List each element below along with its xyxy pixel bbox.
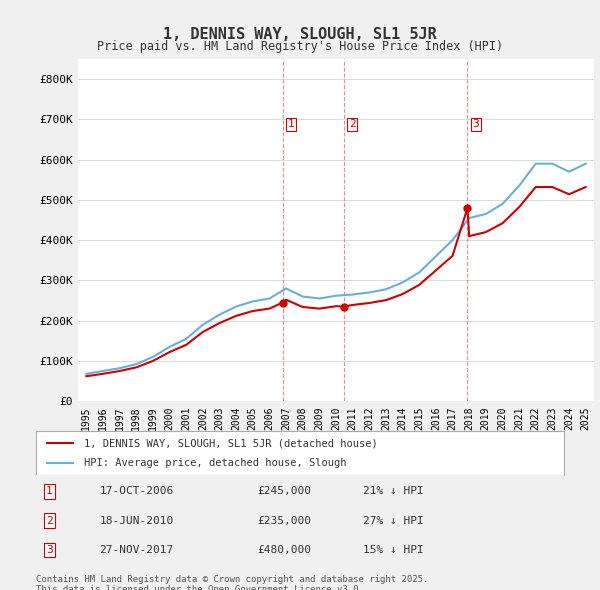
Text: 27% ↓ HPI: 27% ↓ HPI — [364, 516, 424, 526]
Text: 18-JUN-2010: 18-JUN-2010 — [100, 516, 173, 526]
Text: £235,000: £235,000 — [258, 516, 312, 526]
Text: 27-NOV-2017: 27-NOV-2017 — [100, 545, 173, 555]
Text: 2: 2 — [349, 119, 355, 129]
Text: 3: 3 — [472, 119, 479, 129]
Text: HPI: Average price, detached house, Slough: HPI: Average price, detached house, Slou… — [83, 458, 346, 467]
Text: 2: 2 — [46, 516, 53, 526]
Text: £480,000: £480,000 — [258, 545, 312, 555]
Text: 1, DENNIS WAY, SLOUGH, SL1 5JR (detached house): 1, DENNIS WAY, SLOUGH, SL1 5JR (detached… — [83, 438, 377, 448]
Text: 1, DENNIS WAY, SLOUGH, SL1 5JR: 1, DENNIS WAY, SLOUGH, SL1 5JR — [163, 27, 437, 41]
Text: Contains HM Land Registry data © Crown copyright and database right 2025.
This d: Contains HM Land Registry data © Crown c… — [36, 575, 428, 590]
Text: £245,000: £245,000 — [258, 486, 312, 496]
Text: 21% ↓ HPI: 21% ↓ HPI — [364, 486, 424, 496]
Text: 1: 1 — [46, 486, 53, 496]
Text: 15% ↓ HPI: 15% ↓ HPI — [364, 545, 424, 555]
Text: 1: 1 — [287, 119, 295, 129]
Text: 3: 3 — [46, 545, 53, 555]
Text: Price paid vs. HM Land Registry's House Price Index (HPI): Price paid vs. HM Land Registry's House … — [97, 40, 503, 53]
Text: 17-OCT-2006: 17-OCT-2006 — [100, 486, 173, 496]
